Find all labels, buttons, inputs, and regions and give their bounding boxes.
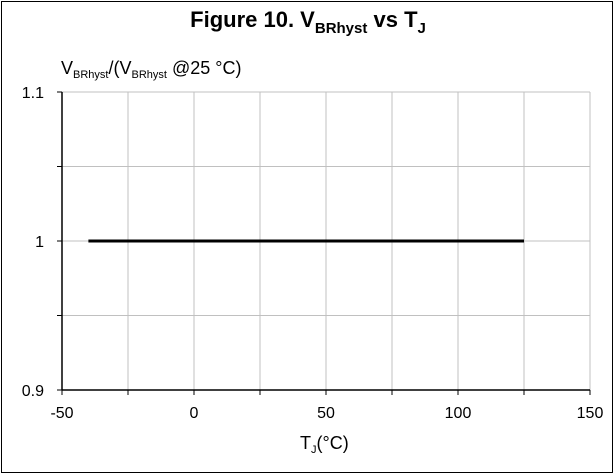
chart-title: Figure 10. VBRhyst vs TJ bbox=[0, 6, 616, 37]
x-tick-label: 0 bbox=[190, 405, 199, 422]
chart-title-sub-brhyst: BRhyst bbox=[314, 20, 368, 37]
x-tick-label: 150 bbox=[577, 405, 604, 422]
y-axis-label-v: V bbox=[61, 58, 74, 78]
y-axis-label-sub1: BRhyst bbox=[73, 69, 109, 81]
y-tick-label: 1.1 bbox=[22, 85, 44, 102]
x-axis-label-suffix: (°C) bbox=[316, 433, 349, 453]
y-axis-label-suffix: @25 °C) bbox=[166, 58, 242, 78]
x-tick-label: -50 bbox=[50, 405, 73, 422]
x-tick-label: 50 bbox=[317, 405, 335, 422]
x-axis-label-t: T bbox=[300, 433, 311, 453]
y-axis-label-sub2: BRhyst bbox=[131, 69, 167, 81]
y-tick-label: 0.9 bbox=[22, 383, 44, 400]
chart-title-mid: vs T bbox=[367, 7, 418, 32]
y-axis-label: VBRhyst/(VBRhyst @25 °C) bbox=[61, 57, 242, 81]
x-axis-label-sub: J bbox=[311, 444, 317, 456]
y-tick-label: 1 bbox=[35, 234, 44, 251]
chart-title-sub-j: J bbox=[417, 20, 426, 37]
x-axis-label: TJ(°C) bbox=[300, 432, 349, 456]
y-axis-label-mid: /(V bbox=[108, 58, 132, 78]
x-tick-label: 100 bbox=[445, 405, 472, 422]
chart-title-prefix: Figure 10. V bbox=[190, 7, 315, 32]
